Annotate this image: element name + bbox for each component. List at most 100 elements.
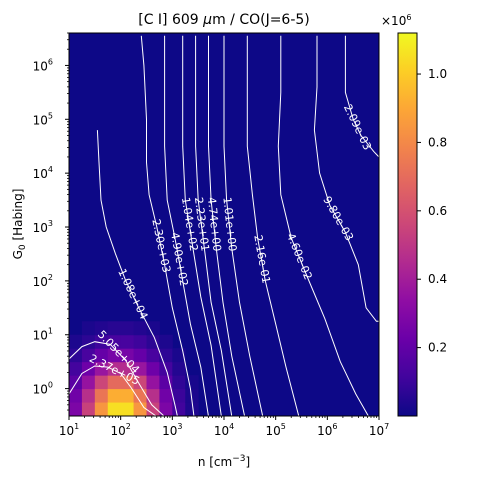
plot-area: 2.37e+055.05e+041.08e+042.30e+034.90e+02…: [68, 32, 380, 417]
heatmap-cell: [159, 402, 173, 416]
heatmap-cell: [146, 402, 160, 416]
heatmap-cell: [94, 348, 109, 363]
contour-line: [208, 35, 246, 416]
heatmap-cell: [81, 388, 96, 403]
y-tick-label: 106: [33, 57, 53, 73]
y-tick-label: 100: [33, 381, 53, 397]
chart-title-mu: μ: [202, 12, 212, 28]
heatmap-cell: [133, 361, 147, 376]
contour-line: [69, 365, 157, 416]
colorbar-multiplier-base: ×10: [381, 14, 406, 28]
heatmap-cell: [81, 402, 96, 416]
heatmap-cell: [159, 334, 173, 349]
contour-line: [69, 341, 165, 416]
heatmap-cell: [120, 334, 135, 349]
heatmap-cell: [69, 348, 83, 363]
colorbar-tick-label: 0.6: [428, 204, 447, 218]
colorbar-tick-label: 0.4: [428, 272, 447, 286]
heatmap-cell: [172, 375, 186, 390]
heatmap-cell: [107, 375, 122, 390]
heatmap-cell: [159, 388, 173, 403]
colorbar-tick-label: 0.8: [428, 135, 447, 149]
heatmap-cell: [107, 321, 122, 336]
heatmap-cell: [120, 361, 135, 376]
x-tick-label: 101: [59, 422, 79, 438]
heatmap-cell: [81, 321, 96, 336]
x-axis-ticks: 101 102 103 104 105 106 107: [59, 416, 389, 438]
x-axis-label-end: ]: [245, 455, 250, 469]
x-tick-label: 102: [110, 422, 130, 438]
heatmap-cell: [69, 334, 83, 349]
contour-line: [313, 35, 379, 322]
heatmap-cell: [94, 334, 109, 349]
heatmap-cell: [133, 402, 147, 416]
heatmap-cell: [69, 375, 83, 390]
heatmap-cell: [185, 388, 199, 403]
heatmap-cell: [81, 361, 96, 376]
y-axis-ticks: 100 101 102 103 104 105 106: [33, 32, 69, 411]
colorbar-tick-label: 0.2: [428, 341, 447, 355]
heatmap-cell: [107, 388, 122, 403]
contour-line: [96, 130, 178, 416]
colorbar-tick-label: 1.0: [428, 67, 447, 81]
heatmap-cell: [120, 402, 135, 416]
x-axis-label: n [cm−3]: [198, 454, 250, 469]
chart-title: [C I] 609 μm / CO(J=6-5): [138, 12, 310, 28]
heatmap-cell: [81, 348, 96, 363]
y-axis-label-rest: [Habing]: [11, 189, 25, 245]
contour-line: [182, 35, 222, 416]
y-tick-label: 105: [33, 111, 53, 127]
contour-label: 1.01e+00: [220, 196, 239, 252]
heatmap-cell: [146, 334, 160, 349]
contour-label: 4.74e+00: [205, 196, 224, 252]
x-axis-label-sup: −3: [232, 454, 245, 464]
heatmap-cell: [159, 375, 173, 390]
y-tick-label: 104: [33, 165, 53, 181]
contour-line: [223, 35, 264, 416]
heatmap-cell: [185, 402, 199, 416]
heatmap-cell: [94, 375, 109, 390]
heatmap-cell: [172, 361, 186, 376]
chart-title-main: [C I] 609: [138, 12, 203, 28]
contour-lines: [69, 35, 379, 416]
heatmap-cell: [107, 402, 122, 416]
colorbar-ticks: 0.2 0.4 0.6 0.8 1.0: [417, 67, 447, 355]
heatmap-cell: [69, 388, 83, 403]
heatmap-cell: [133, 388, 147, 403]
y-axis-label-g: G: [11, 250, 25, 259]
heatmap-cell: [94, 388, 109, 403]
colorbar: 0.2 0.4 0.6 0.8 1.0 ×106: [381, 13, 447, 417]
contour-line: [195, 35, 233, 416]
heatmap-cell: [159, 348, 173, 363]
contour-line: [164, 35, 209, 416]
heatmap-cell: [81, 375, 96, 390]
heatmap-cell: [172, 402, 186, 416]
colorbar-gradient: [397, 32, 418, 417]
x-tick-label: 107: [369, 422, 389, 438]
contour-line: [277, 35, 369, 416]
x-tick-label: 103: [162, 422, 182, 438]
heatmap-cell: [120, 388, 135, 403]
contour-line: [246, 35, 300, 416]
heatmap-cell: [69, 361, 83, 376]
y-axis-label: G0 [Habing]: [11, 189, 28, 260]
heatmap-cell: [133, 348, 147, 363]
colorbar-multiplier-exp: 6: [406, 13, 411, 22]
contour-line: [140, 35, 195, 416]
heatmap-cell: [94, 361, 109, 376]
heatmap-cell: [69, 402, 83, 416]
x-tick-label: 105: [265, 422, 285, 438]
x-tick-label: 106: [317, 422, 337, 438]
heatmap-cell: [94, 321, 109, 336]
colorbar-multiplier: ×106: [381, 13, 411, 28]
heatmap-cell: [172, 388, 186, 403]
heatmap-cell: [185, 375, 199, 390]
heatmap-cell: [94, 402, 109, 416]
heatmap-cell: [133, 375, 147, 390]
chart-title-rest: m / CO(J=6-5): [212, 12, 310, 28]
heatmap-cell: [146, 321, 160, 336]
heatmap-cell: [146, 348, 160, 363]
y-tick-label: 102: [33, 273, 53, 289]
heatmap-cell: [81, 334, 96, 349]
